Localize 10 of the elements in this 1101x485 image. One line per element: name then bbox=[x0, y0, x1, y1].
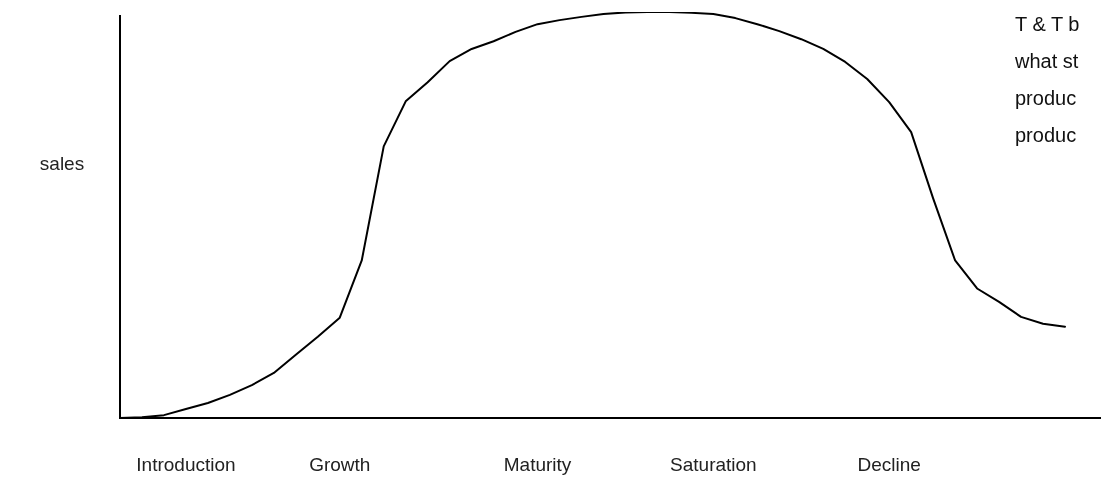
x-tick-label: Decline bbox=[857, 453, 921, 475]
annotation: produc bbox=[1015, 86, 1078, 111]
x-tick-label: Introduction bbox=[136, 453, 236, 475]
annotation: T & T b bbox=[1015, 12, 1080, 37]
annotation: produc bbox=[1015, 123, 1078, 148]
x-tick-label: Maturity bbox=[503, 453, 572, 475]
y-axis-title: sales bbox=[39, 153, 85, 175]
x-tick-label: Saturation bbox=[670, 453, 757, 475]
x-tick-label: Growth bbox=[309, 453, 371, 475]
annotation: what st bbox=[1015, 49, 1080, 74]
